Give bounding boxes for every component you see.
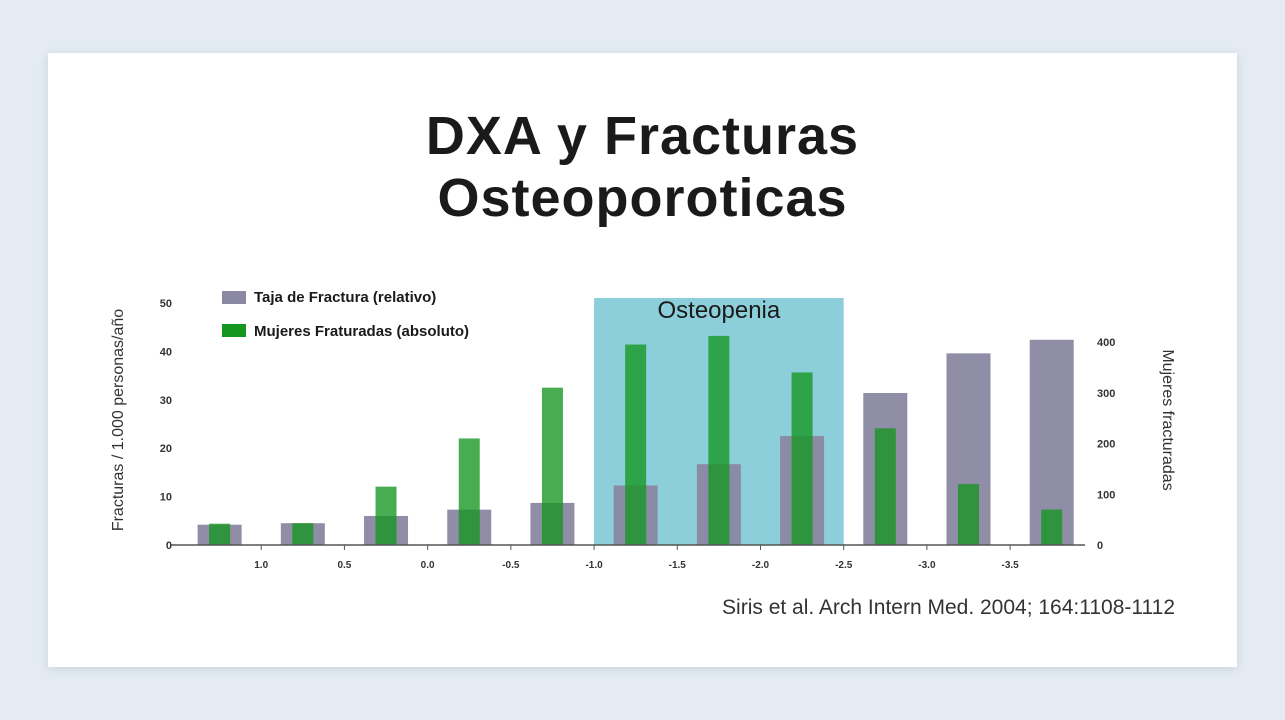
slide-title-line2: Osteoporoticas	[437, 168, 848, 228]
osteopenia-label: Osteopenia	[657, 297, 780, 324]
y-right-tick-label: 200	[1097, 439, 1115, 451]
y-left-tick-label: 40	[160, 346, 172, 358]
y-left-tick-label: 0	[166, 540, 172, 552]
x-tick-label: -2.5	[835, 560, 853, 571]
slide-title-line1: DXA y Fracturas	[425, 106, 860, 166]
bar-women-fractured	[1041, 509, 1063, 545]
bar-women-fractured	[458, 438, 480, 545]
legend-label-women-fractured: Mujeres Fraturadas (absoluto)	[254, 323, 469, 340]
bar-women-fractured	[791, 372, 813, 545]
citation: Siris et al. Arch Intern Med. 2004; 164:…	[722, 596, 1175, 619]
bar-women-fractured	[874, 428, 896, 545]
x-tick-label: -2.0	[752, 560, 770, 571]
x-tick-label: 0.0	[421, 560, 435, 571]
y-right-tick-label: 0	[1097, 540, 1103, 552]
x-tick-label: -1.5	[669, 560, 687, 571]
bar-women-fractured	[292, 523, 314, 545]
x-tick-label: -0.5	[502, 560, 520, 571]
y-right-tick-label: 400	[1097, 337, 1115, 349]
y-right-tick-label: 300	[1097, 388, 1115, 400]
x-tick-label: -1.0	[585, 560, 603, 571]
legend-swatch-women-fractured	[222, 324, 246, 337]
bar-women-fractured	[958, 484, 980, 545]
x-tick-label: 0.5	[337, 560, 351, 571]
y-left-tick-label: 50	[160, 298, 172, 310]
y-left-axis-title: Fracturas / 1.000 personas/año	[110, 309, 127, 531]
y-right-tick-label: 100	[1097, 489, 1115, 501]
x-tick-label: -3.0	[918, 560, 936, 571]
x-tick-label: 1.0	[254, 560, 268, 571]
bar-women-fractured	[541, 387, 563, 545]
y-left-tick-label: 10	[160, 492, 172, 504]
y-right-axis-title: Mujeres fracturadas	[1159, 349, 1176, 490]
x-tick-label: -3.5	[1001, 560, 1019, 571]
legend-swatch-fracture-rate	[222, 291, 246, 304]
bar-women-fractured	[708, 335, 730, 545]
bar-women-fractured	[625, 344, 647, 545]
y-left-tick-label: 20	[160, 443, 172, 455]
legend-label-fracture-rate: Taja de Fractura (relativo)	[254, 289, 436, 306]
bar-women-fractured	[375, 486, 397, 545]
y-left-tick-label: 30	[160, 395, 172, 407]
bar-women-fractured	[209, 523, 231, 545]
